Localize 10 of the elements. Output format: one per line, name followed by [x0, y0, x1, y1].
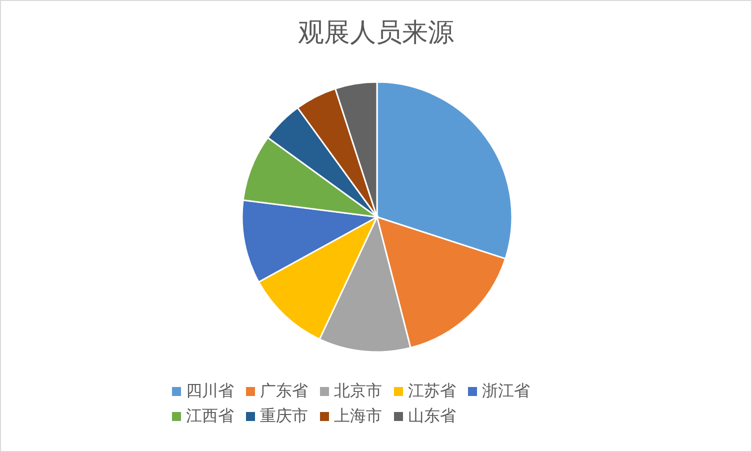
legend-label: 上海市 [334, 406, 382, 427]
chart-title: 观展人员来源 [297, 17, 455, 50]
legend-label: 江西省 [186, 406, 234, 427]
legend-label: 四川省 [186, 381, 234, 402]
legend-label: 浙江省 [482, 381, 530, 402]
legend-label: 北京市 [334, 381, 382, 402]
legend-label: 广东省 [260, 381, 308, 402]
legend-label: 重庆市 [260, 406, 308, 427]
legend-label: 山东省 [408, 406, 456, 427]
legend-label: 江苏省 [408, 381, 456, 402]
